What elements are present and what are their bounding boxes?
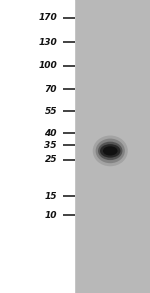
Ellipse shape [96,139,125,163]
Text: 70: 70 [45,85,57,94]
Text: 35: 35 [45,141,57,149]
Ellipse shape [103,146,118,156]
Ellipse shape [93,135,128,166]
Ellipse shape [98,142,122,160]
Text: 55: 55 [45,107,57,116]
Ellipse shape [100,144,120,158]
FancyBboxPatch shape [75,0,150,293]
Text: 40: 40 [45,129,57,138]
Text: 100: 100 [38,62,57,70]
Text: 10: 10 [45,211,57,220]
FancyBboxPatch shape [0,0,75,293]
Text: 130: 130 [38,38,57,47]
Text: 25: 25 [45,155,57,164]
Text: 15: 15 [45,192,57,201]
Text: 170: 170 [38,13,57,22]
